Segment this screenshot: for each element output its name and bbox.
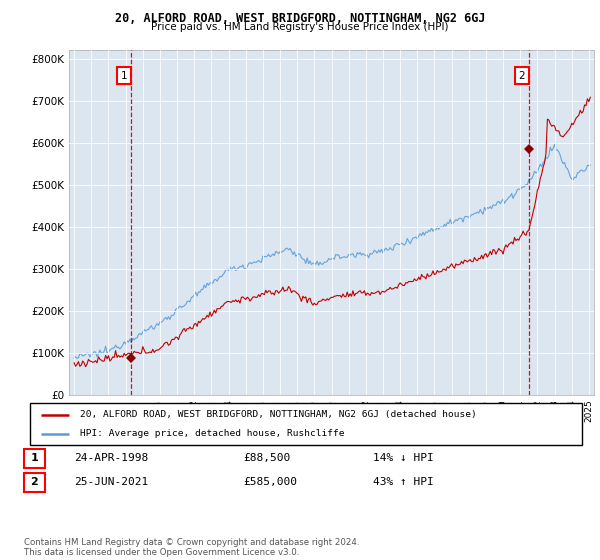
Bar: [23, 449, 45, 468]
Text: 2: 2: [31, 477, 38, 487]
Text: 2: 2: [518, 71, 525, 81]
Text: 24-APR-1998: 24-APR-1998: [74, 453, 149, 463]
Text: £585,000: £585,000: [244, 477, 298, 487]
Text: 25-JUN-2021: 25-JUN-2021: [74, 477, 149, 487]
Text: £88,500: £88,500: [244, 453, 291, 463]
Text: Price paid vs. HM Land Registry's House Price Index (HPI): Price paid vs. HM Land Registry's House …: [151, 22, 449, 32]
Text: 14% ↓ HPI: 14% ↓ HPI: [373, 453, 434, 463]
Bar: [23, 473, 45, 492]
Text: 20, ALFORD ROAD, WEST BRIDGFORD, NOTTINGHAM, NG2 6GJ: 20, ALFORD ROAD, WEST BRIDGFORD, NOTTING…: [115, 12, 485, 25]
Text: 1: 1: [121, 71, 127, 81]
Text: Contains HM Land Registry data © Crown copyright and database right 2024.
This d: Contains HM Land Registry data © Crown c…: [24, 538, 359, 557]
Text: 20, ALFORD ROAD, WEST BRIDGFORD, NOTTINGHAM, NG2 6GJ (detached house): 20, ALFORD ROAD, WEST BRIDGFORD, NOTTING…: [80, 410, 476, 419]
Text: 43% ↑ HPI: 43% ↑ HPI: [373, 477, 434, 487]
Text: 1: 1: [31, 453, 38, 463]
Text: HPI: Average price, detached house, Rushcliffe: HPI: Average price, detached house, Rush…: [80, 430, 344, 438]
